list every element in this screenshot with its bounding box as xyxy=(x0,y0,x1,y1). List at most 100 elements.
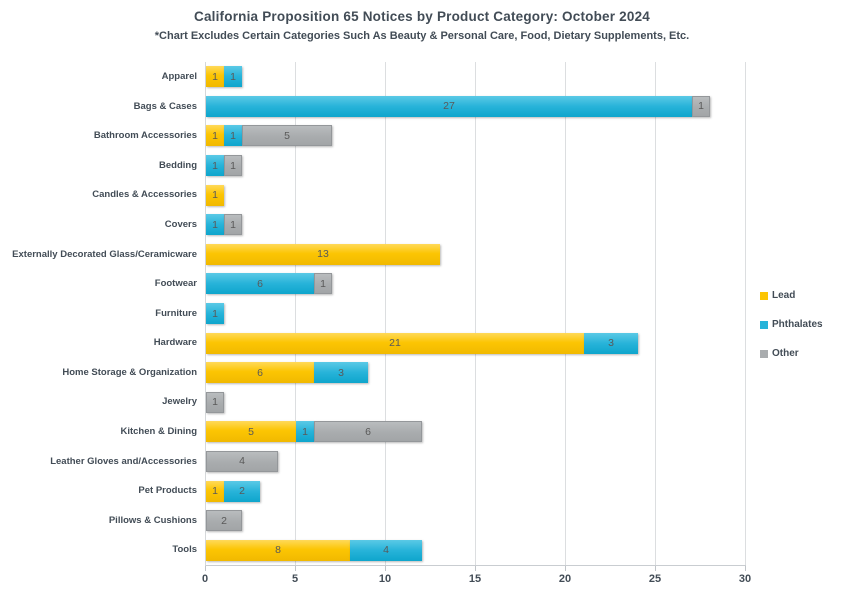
data-label: 2 xyxy=(221,514,227,527)
gridline-x-10 xyxy=(385,62,386,565)
bar-segment-lead: 8 xyxy=(206,539,350,561)
bar-segment-other: 4 xyxy=(206,450,278,472)
bar-segment-lead: 5 xyxy=(206,421,296,443)
lead-swatch-icon xyxy=(760,291,768,300)
data-label: 1 xyxy=(212,307,218,320)
bar-segment-lead: 6 xyxy=(206,362,314,384)
category-label: Bathroom Accessories xyxy=(93,130,197,142)
tick-label-x-20: 20 xyxy=(558,573,572,585)
data-label: 1 xyxy=(230,159,236,172)
data-label: 3 xyxy=(338,366,344,379)
bar-row: 27 1 xyxy=(206,95,710,117)
data-label: 1 xyxy=(212,70,218,83)
data-label: 6 xyxy=(365,425,371,438)
bar-segment-phthalates: 1 xyxy=(206,214,224,236)
category-label: Footwear xyxy=(154,278,197,290)
legend-item-lead: Lead xyxy=(760,281,823,310)
data-label: 6 xyxy=(257,366,263,379)
bar-segment-lead: 1 xyxy=(206,125,224,147)
bar-row: 13 xyxy=(206,243,440,265)
category-label: Furniture xyxy=(155,307,197,319)
category-label: Apparel xyxy=(161,71,197,82)
data-label: 1 xyxy=(320,277,326,290)
tick-label-x-25: 25 xyxy=(648,573,662,585)
data-label: 1 xyxy=(230,129,236,142)
category-label: Covers xyxy=(164,218,197,230)
gridline-x-5 xyxy=(295,62,296,565)
category-label: Externally Decorated Glass/Ceramicware xyxy=(12,248,197,260)
gridline-x-25 xyxy=(655,62,656,565)
phthalates-swatch-icon xyxy=(760,320,768,329)
data-label: 8 xyxy=(275,544,281,557)
bar-segment-phthalates: 3 xyxy=(314,362,368,384)
bar-segment-phthalates: 1 xyxy=(224,66,242,88)
category-label: Bags & Cases xyxy=(133,100,197,112)
category-axis: Apparel Bags & Cases Bathroom Accessories B… xyxy=(0,62,197,565)
bar-segment-lead: 13 xyxy=(206,243,440,265)
bar-segment-other: 1 xyxy=(224,155,242,177)
bar-row: 4 xyxy=(206,450,278,472)
tick-mark-x-25 xyxy=(655,566,656,571)
tick-mark-x-0 xyxy=(205,566,206,571)
value-axis: 0 5 10 15 20 25 30 xyxy=(201,566,751,594)
other-swatch-icon xyxy=(760,349,768,358)
bar-segment-phthalates: 1 xyxy=(224,125,242,147)
tick-label-x-0: 0 xyxy=(201,573,209,585)
data-label: 4 xyxy=(383,544,389,557)
data-label: 6 xyxy=(257,277,263,290)
bar-segment-lead: 1 xyxy=(206,480,224,502)
category-label: Pet Products xyxy=(138,485,197,497)
bar-segment-other: 1 xyxy=(224,214,242,236)
data-label: 5 xyxy=(248,425,254,438)
bar-segment-other: 6 xyxy=(314,421,422,443)
tick-mark-x-30 xyxy=(745,566,746,571)
category-label: Jewelry xyxy=(162,396,197,408)
bar-row: 21 3 xyxy=(206,332,638,354)
bar-row: 2 xyxy=(206,510,242,532)
category-label: Home Storage & Organization xyxy=(62,366,197,378)
data-label: 1 xyxy=(212,189,218,202)
legend-item-phthalates: Phthalates xyxy=(760,310,823,339)
data-label: 1 xyxy=(230,218,236,231)
category-label: Leather Gloves and/Accessories xyxy=(50,455,197,467)
gridline-x-20 xyxy=(565,62,566,565)
data-label: 2 xyxy=(239,485,245,498)
data-label: 4 xyxy=(239,455,245,468)
legend-label-lead: Lead xyxy=(772,290,796,301)
bar-row: 1 xyxy=(206,391,224,413)
bar-segment-phthalates: 4 xyxy=(350,539,422,561)
bar-segment-phthalates: 6 xyxy=(206,273,314,295)
data-label: 1 xyxy=(212,396,218,409)
bar-segment-lead: 21 xyxy=(206,332,584,354)
data-label: 1 xyxy=(230,70,236,83)
bar-segment-lead: 1 xyxy=(206,184,224,206)
data-label: 27 xyxy=(443,100,455,113)
bar-segment-phthalates: 1 xyxy=(206,303,224,324)
tick-mark-x-5 xyxy=(295,566,296,571)
bar-segment-phthalates: 3 xyxy=(584,332,638,354)
tick-mark-x-10 xyxy=(385,566,386,571)
bar-segment-other: 1 xyxy=(314,273,332,295)
data-label: 1 xyxy=(698,100,704,113)
category-label: Kitchen & Dining xyxy=(120,426,197,438)
data-label: 5 xyxy=(284,129,290,142)
bar-segment-phthalates: 27 xyxy=(206,95,692,117)
bar-segment-other: 5 xyxy=(242,125,332,147)
data-label: 1 xyxy=(212,218,218,231)
tick-label-x-15: 15 xyxy=(468,573,482,585)
bar-row: 1 xyxy=(206,184,224,206)
category-label: Tools xyxy=(172,544,197,556)
data-label: 21 xyxy=(389,337,401,350)
category-label: Pillows & Cushions xyxy=(108,514,197,526)
gridline-x-30 xyxy=(745,62,746,565)
category-label: Candles & Accessories xyxy=(92,189,197,201)
tick-mark-x-20 xyxy=(565,566,566,571)
bar-segment-phthalates: 1 xyxy=(296,421,314,443)
tick-mark-x-15 xyxy=(475,566,476,571)
